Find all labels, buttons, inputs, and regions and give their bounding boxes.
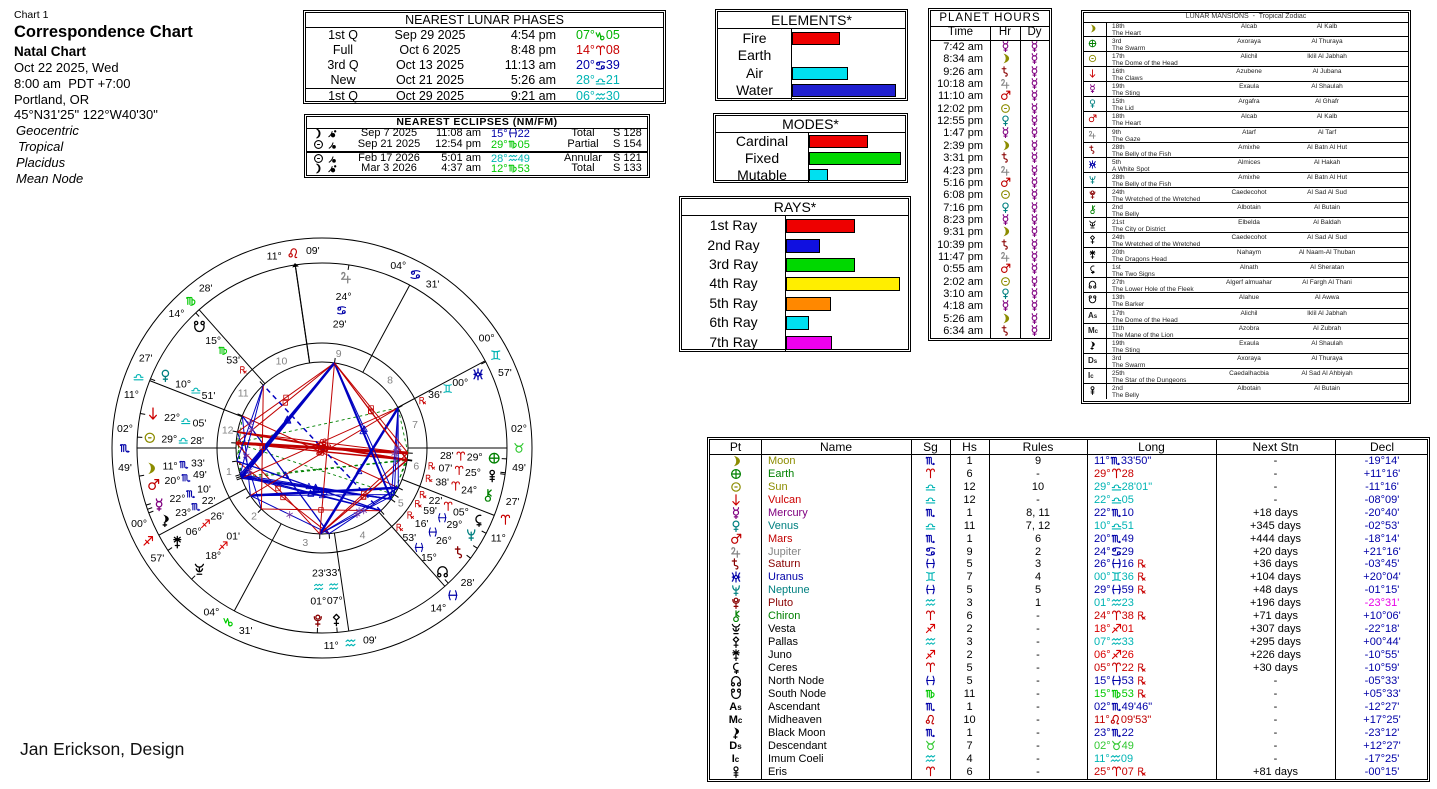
svg-text:57': 57' [498, 367, 512, 379]
svg-text:26': 26' [210, 511, 224, 523]
svg-text:11°: 11° [324, 640, 339, 652]
svg-text:02°: 02° [117, 423, 133, 435]
svg-text:38': 38' [435, 477, 449, 489]
svg-text:05': 05' [193, 418, 207, 430]
svg-text:12: 12 [222, 425, 234, 437]
svg-text:07°: 07° [327, 595, 343, 607]
svg-text:06°: 06° [186, 526, 202, 538]
svg-text:49': 49' [118, 462, 132, 474]
svg-text:33': 33' [191, 457, 205, 469]
svg-text:31': 31' [426, 278, 440, 290]
svg-text:59': 59' [423, 505, 437, 517]
svg-text:53': 53' [402, 532, 416, 544]
svg-text:00°: 00° [131, 518, 147, 530]
svg-text:6: 6 [413, 460, 419, 472]
svg-text:07': 07' [439, 463, 453, 475]
svg-text:25°: 25° [465, 467, 481, 479]
svg-text:14°: 14° [169, 308, 185, 320]
svg-text:11: 11 [238, 388, 249, 400]
svg-text:01°: 01° [310, 596, 326, 608]
svg-text:7: 7 [412, 419, 418, 431]
svg-text:49': 49' [512, 462, 526, 474]
svg-text:00°: 00° [452, 377, 468, 389]
svg-text:10: 10 [276, 356, 288, 368]
svg-text:04°: 04° [390, 260, 406, 272]
svg-text:09': 09' [306, 245, 320, 257]
svg-text:2: 2 [251, 510, 257, 522]
svg-text:29': 29' [333, 319, 347, 331]
svg-text:5: 5 [398, 497, 404, 509]
svg-text:1: 1 [226, 466, 232, 478]
svg-text:49': 49' [193, 469, 207, 481]
svg-text:04°: 04° [203, 607, 219, 619]
svg-text:3: 3 [302, 537, 308, 549]
svg-text:10': 10' [197, 484, 211, 496]
svg-text:22°: 22° [170, 493, 186, 505]
svg-text:8: 8 [387, 375, 393, 387]
svg-text:20°: 20° [165, 475, 181, 487]
svg-text:24°: 24° [336, 291, 352, 303]
svg-text:22°: 22° [164, 412, 180, 424]
svg-text:18°: 18° [205, 550, 221, 562]
svg-text:22': 22' [202, 495, 216, 507]
svg-text:02°: 02° [511, 423, 527, 435]
svg-text:23': 23' [312, 568, 326, 580]
svg-text:57': 57' [151, 553, 165, 565]
svg-text:51': 51' [202, 390, 216, 402]
svg-text:29°: 29° [467, 452, 483, 464]
svg-text:28': 28' [461, 577, 475, 589]
svg-text:9: 9 [336, 348, 342, 360]
svg-text:15°: 15° [205, 335, 221, 347]
svg-text:27': 27' [139, 353, 153, 365]
svg-text:05°: 05° [453, 507, 469, 519]
svg-text:36': 36' [428, 389, 442, 401]
svg-text:29°: 29° [161, 433, 177, 445]
svg-text:33': 33' [326, 567, 340, 579]
svg-text:11°: 11° [267, 250, 282, 262]
svg-text:31': 31' [239, 625, 253, 637]
svg-text:09': 09' [363, 635, 377, 647]
svg-text:26°: 26° [436, 535, 452, 547]
svg-text:00°: 00° [479, 333, 495, 345]
svg-text:4: 4 [360, 530, 366, 542]
svg-text:15°: 15° [421, 552, 437, 564]
svg-text:10°: 10° [175, 378, 191, 390]
svg-text:11°: 11° [124, 389, 139, 401]
svg-text:28': 28' [199, 282, 213, 294]
svg-text:01': 01' [226, 530, 240, 542]
svg-text:14°: 14° [430, 603, 446, 615]
svg-text:22': 22' [429, 495, 443, 507]
svg-text:23°: 23° [175, 507, 191, 519]
svg-text:29°: 29° [446, 519, 462, 531]
svg-text:16': 16' [415, 518, 429, 530]
svg-text:28': 28' [190, 435, 204, 447]
svg-text:53': 53' [226, 355, 240, 367]
svg-text:28': 28' [440, 450, 454, 462]
svg-text:11°: 11° [491, 533, 506, 545]
svg-text:27': 27' [506, 496, 520, 508]
svg-text:11°: 11° [163, 461, 178, 473]
svg-text:24°: 24° [461, 484, 477, 496]
